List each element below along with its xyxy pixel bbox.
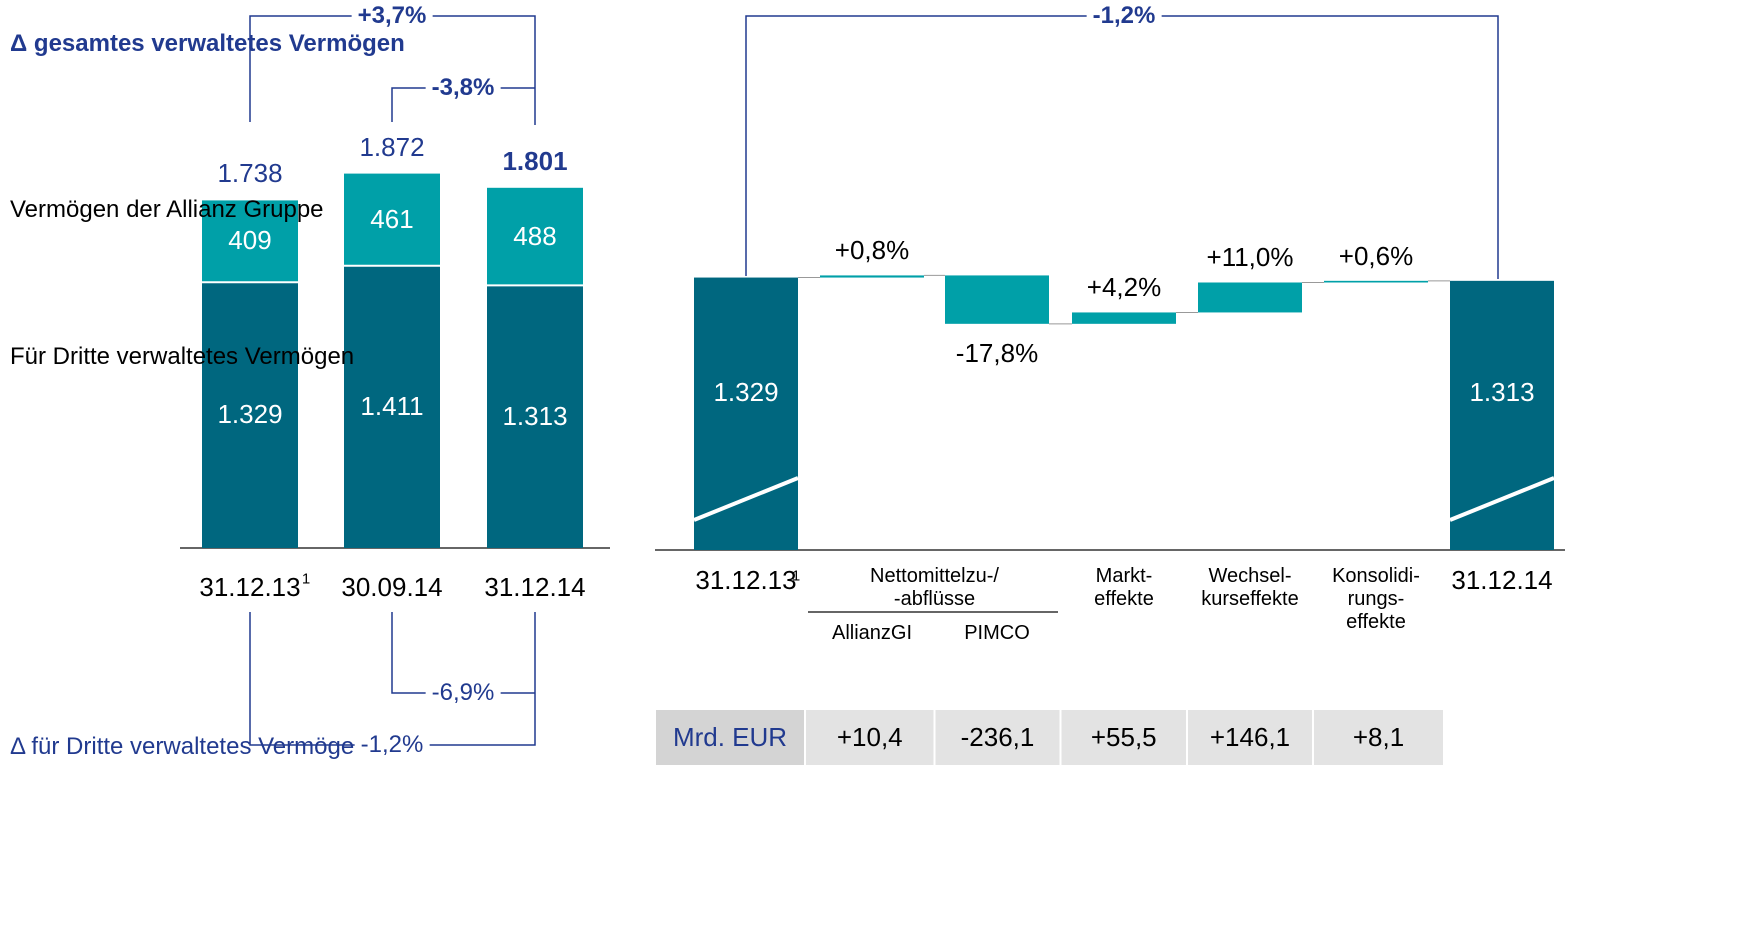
step-bar [1198,282,1302,313]
step-bar [945,275,1049,324]
annotation: -1,2% [354,731,430,759]
bar-segment [487,285,583,548]
annotation: -6,9% [425,679,501,707]
value-label: 1.329 [217,399,283,430]
table-value: +55,5 [1090,722,1157,753]
axis-break [693,476,799,522]
bar-segment [202,282,298,548]
x-tick-label: 31.12.13 [199,572,301,603]
table-cell [1188,710,1312,765]
value-label: 488 [513,220,557,251]
bar-segment [344,173,440,266]
value-label: 1.313 [502,400,568,431]
table-value: +146,1 [1209,722,1291,753]
group-label: Nettomittelzu-/ -abflüsse [870,565,999,610]
x-tick-label: 31.12.14 [1451,565,1553,596]
table-cell [935,710,1060,765]
x-tick-label: PIMCO [964,622,1030,644]
total-bar [694,277,798,550]
table-value: -236,1 [960,722,1035,753]
x-tick-label: Markt- effekte [1094,565,1154,610]
bar-segment [487,187,583,286]
x-tick-label: Wechsel- kurseffekte [1201,565,1299,610]
axis-break [1449,476,1555,522]
x-tick-label: Konsolidi- rungs- effekte [1332,565,1420,633]
value-label: 1.313 [1469,377,1535,408]
legend-label: Vermögen der Allianz Gruppe [10,196,324,223]
heading: Δ für Dritte verwaltetes Vermögen [10,733,368,760]
change-label: -17,8% [955,337,1039,368]
annotation: -3,8% [425,74,501,102]
x-tick-label: AllianzGI [831,622,913,644]
step-bar [1324,280,1428,283]
value-label: 409 [228,225,272,256]
value-label: 1.411 [360,390,424,421]
table-cell [656,710,804,765]
total-bar [1450,280,1554,550]
table-value: +8,1 [1352,722,1405,753]
x-tick-label: 30.09.14 [341,572,443,603]
footnote: 1 [791,567,801,585]
step-bar [1072,312,1176,324]
change-label: +4,2% [1086,272,1162,303]
table-header: Mrd. EUR [672,722,788,753]
change-label: +0,6% [1338,240,1414,271]
change-label: +0,8% [834,235,910,266]
heading: Δ gesamtes verwaltetes Vermögen [10,30,405,57]
table-cell [1314,710,1443,765]
bar-segment [202,200,298,283]
annotation: -1,2% [1086,2,1162,30]
total-label: 1.738 [217,158,283,189]
table-cell [1061,710,1186,765]
table-cell [806,710,934,765]
table-value: +10,4 [836,722,903,753]
legend-label: Für Dritte verwaltetes Vermögen [10,343,355,370]
bar-segment [344,265,440,548]
x-tick-label: 31.12.13 [695,565,797,596]
annotation: +3,7% [351,2,433,30]
x-tick-label: 31.12.14 [484,572,586,603]
total-label: 1.872 [359,131,425,162]
total-label: 1.801 [502,145,568,176]
footnote: 1 [301,570,311,588]
value-label: 461 [370,203,414,234]
change-label: +11,0% [1206,242,1294,273]
step-bar [820,275,924,278]
value-label: 1.329 [713,377,779,408]
